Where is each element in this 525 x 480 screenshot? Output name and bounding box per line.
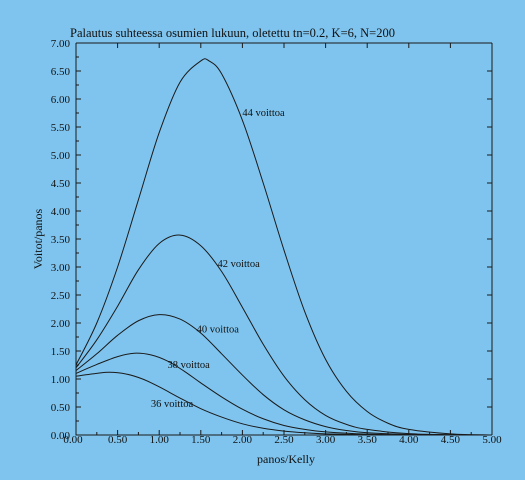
y-tick-label: 6.00 [51,94,71,106]
y-tick-label: 1.50 [51,346,71,358]
y-tick-label: 4.00 [51,206,71,218]
series-label-42-voittoa: 42 voittoa [217,259,260,270]
x-tick-label: 3.00 [316,434,336,446]
x-tick-label: 1.50 [191,434,211,446]
y-tick-label: 3.00 [51,262,71,274]
x-tick-label: 0.50 [108,434,128,446]
y-tick-label: 4.50 [51,178,71,190]
y-tick-label: 2.50 [51,290,71,302]
series-line-40-voittoa [75,314,493,436]
x-tick-label: 2.50 [274,434,294,446]
x-tick-label: 0.00 [63,434,83,446]
x-tick-label: 4.00 [399,434,419,446]
series-line-38-voittoa [75,352,493,436]
series-line-42-voittoa [75,234,493,436]
y-tick-label: 5.50 [51,122,71,134]
chart-ticks: 0.00 0.50 1.00 1.50 2.00 2.50 3.00 3.50 4.00 4.50… [51,38,502,446]
series-label-38-voittoa: 38 voittoa [168,360,211,371]
y-tick-label: 7.00 [51,38,71,50]
x-tick-label: 1.00 [150,434,170,446]
series-label-40-voittoa: 40 voittoa [197,325,240,336]
y-tick-label: 6.50 [51,66,71,78]
x-tick-label: 2.00 [233,434,253,446]
y-axis-label: Voitot/panos [31,208,45,269]
series-label-36-voittoa: 36 voittoa [151,399,194,410]
y-tick-label: 1.00 [51,374,71,386]
y-tick-label: 5.00 [51,150,71,162]
series-label-44-voittoa: 44 voittoa [242,108,285,119]
series-line-44-voittoa [75,58,493,436]
y-tick-label: 2.00 [51,318,71,330]
x-axis-label: panos/Kelly [257,452,315,466]
x-tick-label: 3.50 [358,434,378,446]
y-tick-label: 3.50 [51,234,71,246]
x-tick-label: 5.00 [482,434,502,446]
chart-series [75,58,493,436]
y-tick-label: 0.50 [51,402,71,414]
chart-title: Palautus suhteessa osumien lukuun, olete… [70,26,395,40]
y-tick-label: 0.00 [51,430,71,442]
chart-series-labels: 44 voittoa 42 voittoa 40 voittoa 38 voittoa… [151,108,285,410]
x-tick-label: 4.50 [441,434,461,446]
